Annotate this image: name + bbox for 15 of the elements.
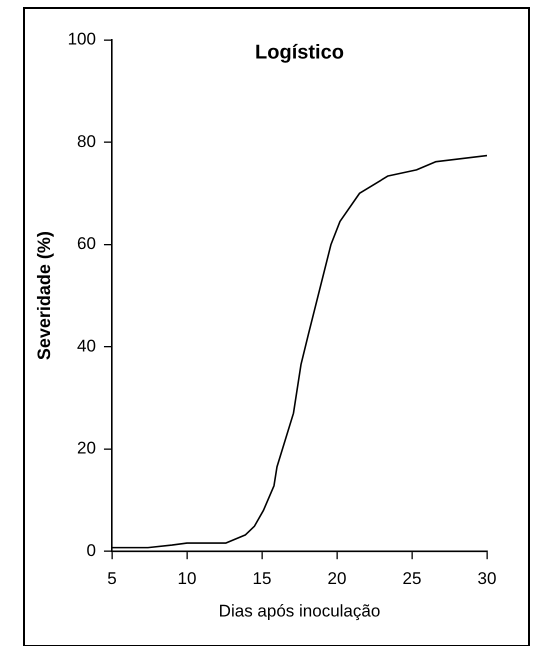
x-tick-label: 30 <box>478 569 496 588</box>
x-tick-label: 25 <box>402 569 422 588</box>
x-tick-label: 20 <box>328 569 346 588</box>
y-tick-label: 0 <box>86 540 96 560</box>
y-axis-title: Severidade (%) <box>34 231 54 360</box>
y-tick-label: 80 <box>77 132 96 151</box>
x-tick-label: 15 <box>252 569 272 588</box>
y-tick-label: 100 <box>68 30 96 49</box>
y-tick-label: 20 <box>77 438 96 458</box>
y-tick-label: 60 <box>77 234 96 254</box>
x-tick-label: 5 <box>107 569 117 588</box>
y-tick-label: 40 <box>77 336 96 356</box>
x-tick-label: 10 <box>178 569 196 588</box>
chart-title: Logístico <box>255 42 344 64</box>
x-axis-title: Dias após inoculação <box>218 601 380 620</box>
